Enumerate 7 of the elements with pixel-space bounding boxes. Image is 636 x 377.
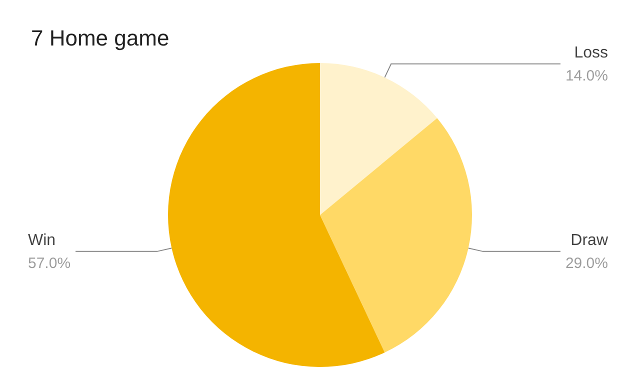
data-label: 57.0% [28,254,71,272]
slice-label: Draw [570,232,608,249]
chart-title: 7 Home game [31,26,170,50]
data-label: 14.0% [565,67,608,84]
slice-label: Win [28,232,56,249]
slice-label: Loss [574,44,608,62]
data-label: 29.0% [565,254,608,272]
